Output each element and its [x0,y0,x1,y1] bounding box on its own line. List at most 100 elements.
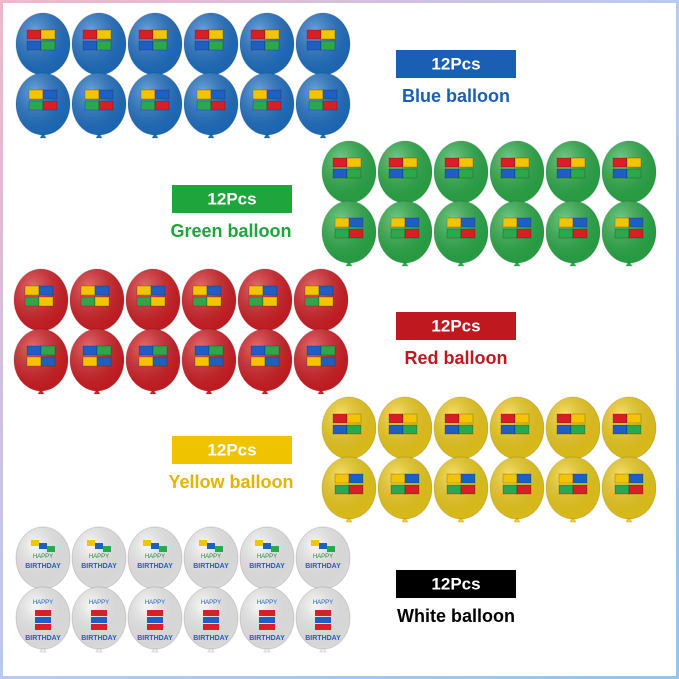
brick [570,157,586,168]
balloon [545,200,601,267]
brick [151,543,159,549]
brick [320,356,336,367]
brick [514,413,530,424]
brick [402,424,418,435]
balloon: HAPPY BIRTHDAY [71,526,127,593]
balloon-knot [457,516,465,523]
balloon-print: HAPPY [313,600,333,606]
brick [196,100,212,111]
brick [614,217,630,228]
balloon-knot [151,646,159,653]
brick [98,100,114,111]
balloon-print: HAPPY [201,554,221,560]
brick [556,157,572,168]
balloon-print: HAPPY [145,554,165,560]
brick [154,89,170,100]
balloon-print: BIRTHDAY [25,635,61,642]
count-label: 12Pcs [431,574,480,593]
balloon: HAPPY BIRTHDAY [15,526,71,593]
brick [91,624,107,630]
brick [194,29,210,40]
brick [626,424,642,435]
brick [318,285,334,296]
brick [334,217,350,228]
balloon-print: HAPPY [257,600,277,606]
brick [628,473,644,484]
balloon-knot [345,516,353,523]
brick [266,89,282,100]
balloon [181,328,237,395]
brick [192,285,208,296]
balloon [293,268,349,335]
brick [348,217,364,228]
brick [444,157,460,168]
brick [334,484,350,495]
brick [95,543,103,549]
balloon [321,140,377,207]
balloon-shine [128,527,182,589]
balloon-name: White balloon [397,606,515,626]
brick [306,40,322,51]
balloon [601,140,657,207]
brick [304,296,320,307]
brick [346,168,362,179]
brick [311,540,319,546]
brick [460,217,476,228]
balloon-knot [345,260,353,267]
brick [147,617,163,623]
balloon: HAPPY BIRTHDAY [239,586,295,653]
balloon [545,140,601,207]
brick [42,89,58,100]
balloon-name: Red balloon [405,348,508,368]
brick [390,228,406,239]
balloon-knot [95,132,103,139]
brick [318,296,334,307]
brick [42,100,58,111]
brick [628,228,644,239]
brick [40,356,56,367]
brick [215,546,223,552]
balloon-print: HAPPY [145,600,165,606]
balloon-shine [72,527,126,589]
balloon-print: BIRTHDAY [193,563,229,570]
brick [40,345,56,356]
balloon-print: HAPPY [257,554,277,560]
brick [259,610,275,616]
brick [28,89,44,100]
balloon-knot [261,388,269,395]
brick [614,484,630,495]
brick [147,624,163,630]
brick [404,473,420,484]
brick [143,540,151,546]
brick [572,228,588,239]
brick [446,484,462,495]
brick [138,345,154,356]
balloon-knot [401,516,409,523]
balloon: HAPPY BIRTHDAY [15,586,71,653]
balloon-knot [39,132,47,139]
brick [556,424,572,435]
brick [196,89,212,100]
brick [136,296,152,307]
brick [152,40,168,51]
balloon-knot [37,388,45,395]
brick [262,285,278,296]
brick [500,424,516,435]
brick [308,89,324,100]
balloon [127,12,183,79]
balloon [125,268,181,335]
balloon [295,72,351,139]
brick [446,228,462,239]
balloon-print: BIRTHDAY [81,563,117,570]
brick [570,424,586,435]
balloon-knot [93,388,101,395]
brick [404,217,420,228]
balloon [601,456,657,523]
brick [516,228,532,239]
brick [259,624,275,630]
brick [140,100,156,111]
brick [460,228,476,239]
brick [152,356,168,367]
brick [306,356,322,367]
balloon [127,72,183,139]
